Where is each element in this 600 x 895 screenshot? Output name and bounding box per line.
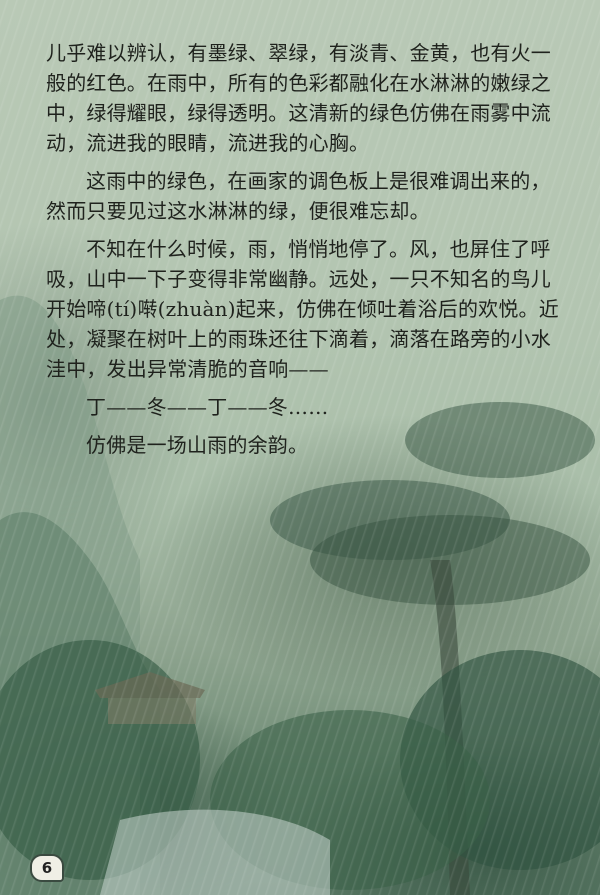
page-number: 6 bbox=[30, 854, 64, 882]
paragraph: 不知在什么时候，雨，悄悄地停了。风，也屏住了呼吸，山中一下子变得非常幽静。远处，… bbox=[46, 237, 559, 381]
sound-line: 丁——冬——丁——冬…… bbox=[86, 395, 329, 419]
body-text: 儿乎难以辨认，有墨绿、翠绿，有淡青、金黄，也有火一般的红色。在雨中，所有的色彩都… bbox=[46, 38, 568, 468]
paragraph: 仿佛是一场山雨的余韵。 bbox=[86, 433, 309, 457]
paragraph: 这雨中的绿色，在画家的调色板上是很难调出来的，然而只要见过这水淋淋的绿，便很难忘… bbox=[46, 169, 551, 223]
paragraph: 儿乎难以辨认，有墨绿、翠绿，有淡青、金黄，也有火一般的红色。在雨中，所有的色彩都… bbox=[46, 41, 551, 155]
